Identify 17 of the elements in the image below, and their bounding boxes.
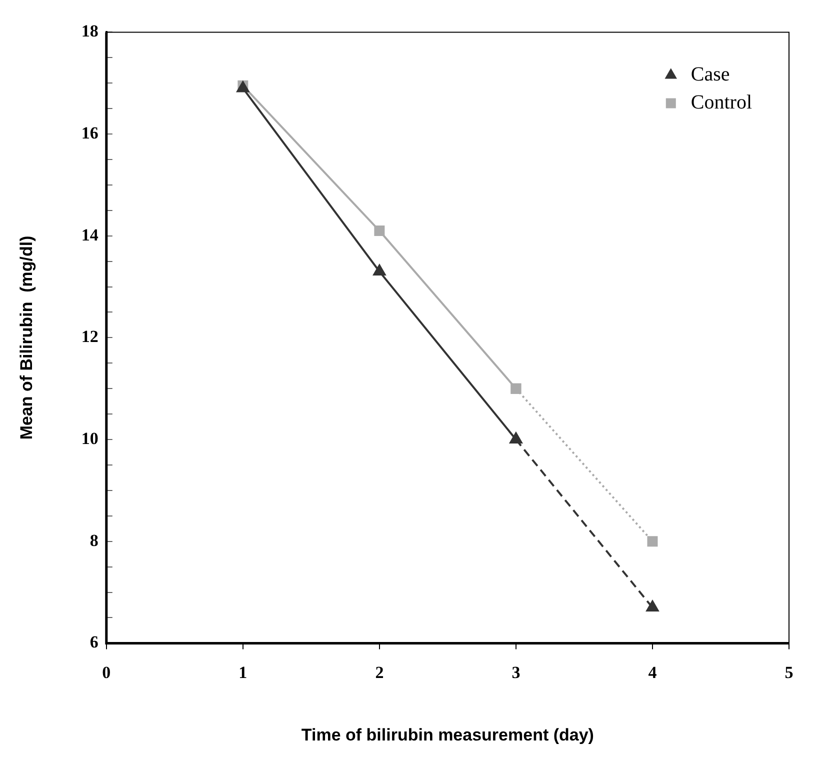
y-axis-title: Mean of Bilirubin (mg/dl): [16, 236, 36, 440]
x-tick-label: 4: [648, 662, 658, 682]
y-tick-label: 10: [81, 428, 98, 448]
y-tick-label: 18: [81, 22, 98, 41]
legend-label: Control: [690, 91, 752, 114]
y-tick-label: 8: [90, 530, 98, 550]
legend-label: Case: [690, 63, 730, 86]
x-axis-title: Time of bilirubin measurement (day): [301, 725, 594, 744]
x-tick-label: 0: [102, 662, 111, 682]
y-tick-label: 14: [81, 225, 99, 244]
x-tick-label: 5: [784, 662, 794, 682]
y-tick-label: 6: [90, 632, 98, 652]
x-tick-label: 3: [512, 662, 520, 682]
x-tick-label: 2: [375, 662, 384, 682]
y-tick-label: 12: [81, 327, 98, 346]
x-tick-label: 1: [238, 662, 248, 682]
y-tick-label: 16: [81, 123, 98, 142]
